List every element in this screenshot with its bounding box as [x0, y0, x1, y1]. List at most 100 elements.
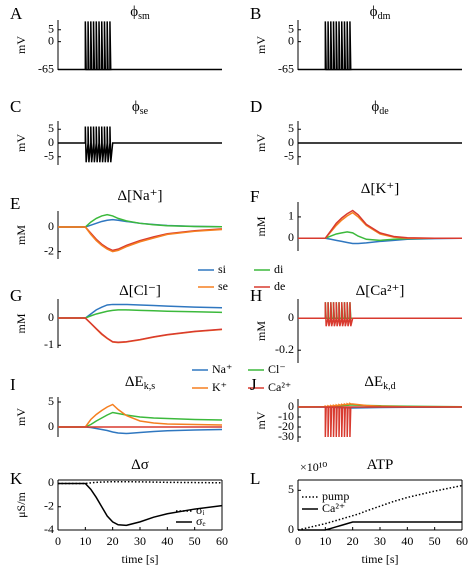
title-main: ϕ	[371, 99, 379, 115]
x-tick-label: 0	[295, 534, 301, 548]
y-tick-label: 5	[48, 21, 54, 35]
series-line	[58, 309, 223, 319]
series-line	[58, 411, 223, 428]
y-tick-label: -65	[38, 61, 54, 75]
y-tick-label: 5	[288, 121, 294, 135]
title-main: Δ[Ca²⁺]	[356, 283, 405, 299]
y-axis-label: mV	[14, 36, 28, 54]
panel-title: ΔEk,d	[364, 374, 395, 392]
y-tick-label: 5	[288, 482, 294, 496]
x-tick-label: 20	[107, 534, 119, 548]
y-tick-label: 5	[48, 121, 54, 135]
y-tick-label: -10	[278, 409, 294, 423]
series-line	[58, 480, 223, 485]
title-main: ϕ	[132, 99, 140, 115]
x-tick-label: 60	[216, 534, 228, 548]
y-axis-label: mV	[14, 134, 28, 152]
y-tick-label: -5	[284, 149, 294, 163]
title-sub: dm	[378, 11, 391, 22]
panel-title: ϕde	[371, 99, 389, 117]
panel-label: D	[250, 97, 262, 116]
panel-title: Δ[K⁺]	[361, 181, 399, 197]
title-main: ATP	[367, 457, 394, 473]
panel-title: Δσ	[131, 457, 149, 473]
y-tick-label: 0	[48, 419, 54, 433]
series-line	[298, 406, 462, 438]
legend-label: σₑ	[196, 514, 206, 528]
panel-title: ϕsm	[130, 4, 150, 22]
series-line	[298, 209, 462, 239]
y-tick-label: 0	[48, 33, 54, 47]
y-tick-label: 0	[288, 135, 294, 149]
y-tick-label: -30	[278, 429, 294, 443]
title-sub: sm	[138, 11, 150, 22]
x-tick-label: 50	[189, 534, 201, 548]
series-line	[58, 21, 222, 71]
panel-label: C	[10, 97, 21, 116]
y-axis-label: μS/m	[14, 491, 28, 517]
annotation: ×10¹⁰	[300, 460, 327, 474]
y-tick-label: 0	[288, 399, 294, 413]
series-line	[58, 126, 222, 163]
panel-label: H	[250, 286, 262, 305]
panel-title: Δ[Cl⁻]	[119, 283, 161, 299]
y-tick-label: -1	[44, 337, 54, 351]
series-line	[58, 317, 223, 344]
y-tick-label: 0	[288, 310, 294, 324]
legend-label: Na⁺	[212, 362, 232, 376]
y-tick-label: 5	[288, 21, 294, 35]
x-axis-label: time [s]	[362, 552, 399, 566]
series-line	[58, 213, 223, 228]
legend-label: de	[274, 279, 285, 293]
y-axis-label: mV	[254, 411, 268, 429]
y-tick-label: -0.2	[275, 342, 294, 356]
series-line	[298, 21, 462, 71]
y-axis-label: mV	[254, 134, 268, 152]
y-tick-label: 0	[288, 230, 294, 244]
panel-label: G	[10, 286, 22, 305]
y-tick-label: 0	[48, 475, 54, 489]
x-tick-label: 50	[429, 534, 441, 548]
y-axis-label: mM	[254, 216, 268, 236]
legend-label: K⁺	[212, 380, 227, 394]
y-tick-label: 0	[48, 310, 54, 324]
y-tick-label: -5	[44, 149, 54, 163]
y-tick-label: 0	[288, 33, 294, 47]
x-axis-label: time [s]	[122, 552, 159, 566]
title-main: Δ[Na⁺]	[117, 188, 162, 204]
panel-label: K	[10, 469, 23, 488]
y-tick-label: 1	[288, 209, 294, 223]
panel-label: J	[250, 375, 257, 394]
series-line	[58, 426, 223, 435]
series-line	[58, 482, 223, 527]
panel-label: L	[250, 469, 260, 488]
x-tick-label: 60	[456, 534, 468, 548]
panel-label: B	[250, 4, 261, 23]
title-sub: se	[140, 106, 149, 117]
x-tick-label: 10	[79, 534, 91, 548]
title-main: ϕ	[130, 4, 138, 20]
series-line	[58, 226, 223, 253]
y-tick-label: -20	[278, 419, 294, 433]
title-main: ϕ	[370, 4, 378, 20]
title-main: Δ[K⁺]	[361, 181, 399, 197]
legend-label: si	[218, 262, 227, 276]
title-sub: de	[379, 106, 389, 117]
y-tick-label: 0	[48, 135, 54, 149]
panel-label: E	[10, 194, 20, 213]
panel-title: Δ[Ca²⁺]	[356, 283, 405, 299]
legend-label: Ca²⁺	[322, 501, 345, 515]
legend-label: pump	[322, 489, 349, 503]
panel-title: ϕdm	[370, 4, 391, 22]
panel-label: F	[250, 187, 259, 206]
y-tick-label: -2	[44, 498, 54, 512]
y-tick-label: -2	[44, 243, 54, 257]
series-line	[298, 302, 462, 327]
legend-label: Ca²⁺	[268, 380, 291, 394]
legend-label: Cl⁻	[268, 362, 286, 376]
y-axis-label: mM	[254, 321, 268, 341]
legend-label: di	[274, 262, 284, 276]
y-tick-label: 0	[288, 522, 294, 536]
title-sub: k,d	[383, 381, 396, 392]
